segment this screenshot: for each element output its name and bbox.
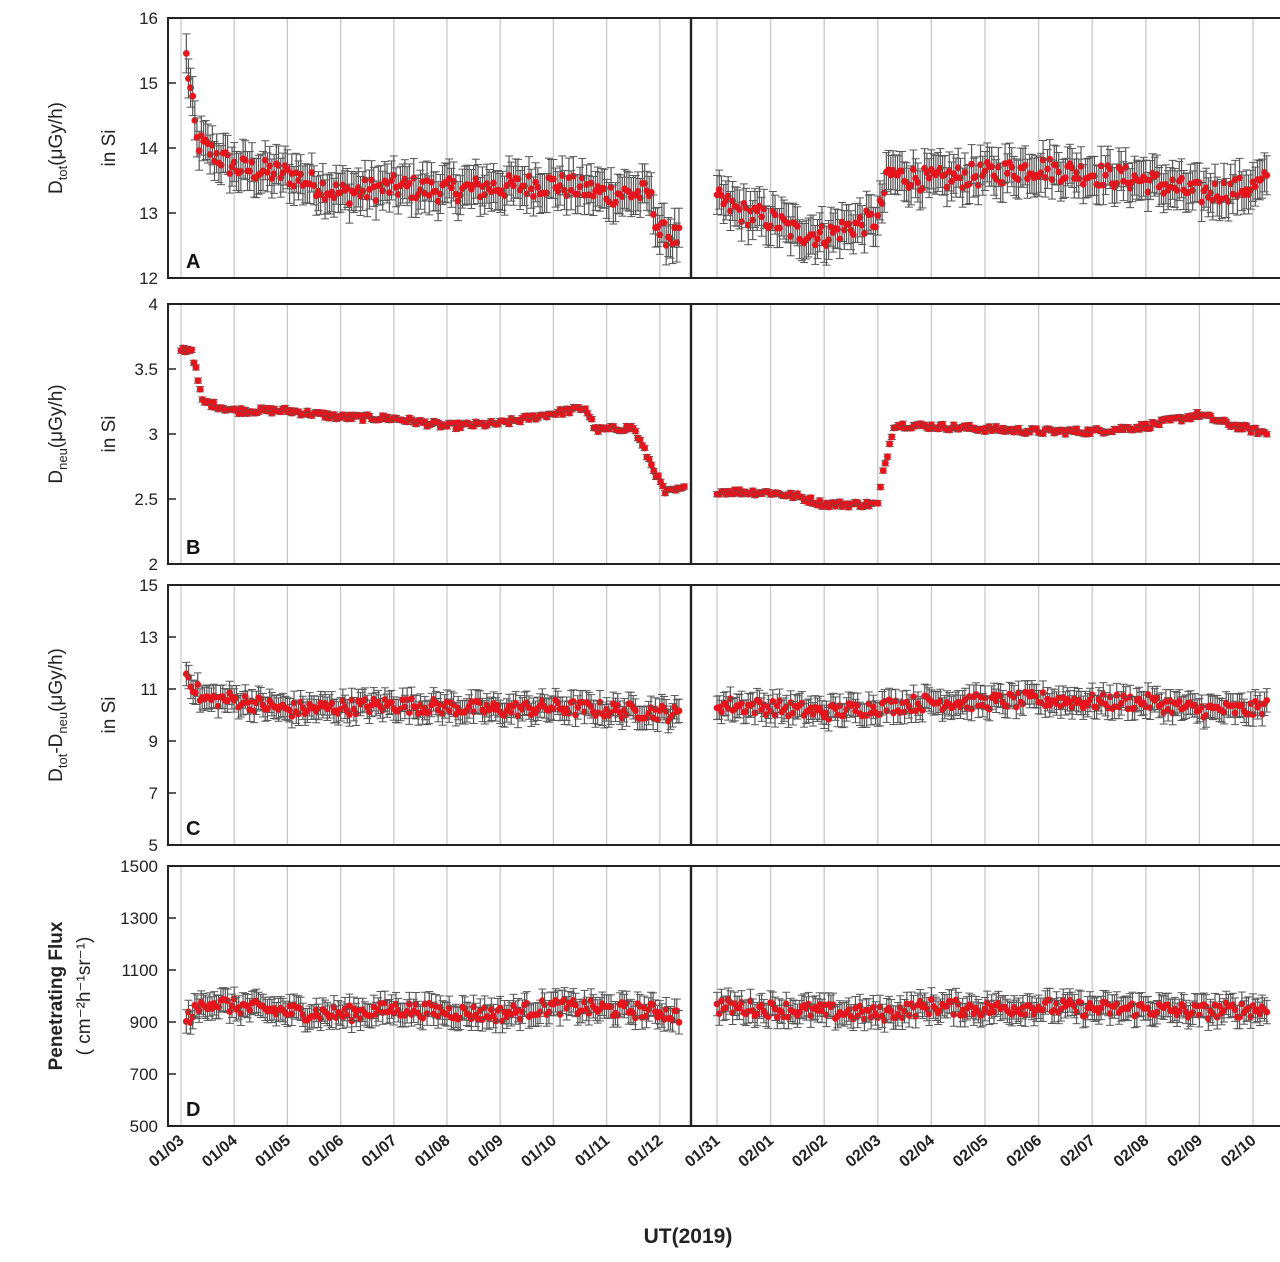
data-point: [888, 433, 896, 441]
series-february: [713, 139, 1271, 266]
data-point: [886, 440, 893, 448]
y-tick-label: 14: [139, 139, 158, 158]
data-point: [188, 346, 196, 354]
data-point: [359, 417, 367, 425]
data-point: [675, 224, 683, 232]
y-axis-title-part: (μGy/h): [46, 384, 67, 448]
data-point: [874, 499, 882, 507]
data-point: [632, 427, 639, 435]
data-point: [648, 461, 655, 469]
data-point: [192, 364, 200, 371]
y-tick-label: 4: [149, 295, 158, 314]
y-tick-label: 2.5: [134, 490, 158, 509]
series-january: [182, 33, 683, 266]
y-axis-title-part: (μGy/h): [46, 102, 67, 166]
data-point: [636, 436, 644, 444]
data-point: [194, 681, 202, 688]
data-point: [647, 188, 655, 196]
y-axis-title: Dtot(μGy/h) in Si: [46, 102, 120, 194]
series-january: [177, 344, 689, 497]
data-point: [346, 711, 353, 718]
data-point: [641, 444, 648, 452]
series-february: [713, 408, 1271, 511]
data-point: [194, 377, 202, 385]
data-point: [1263, 171, 1271, 179]
panel-frame: [167, 17, 1280, 279]
data-point: [884, 453, 891, 461]
data-point: [196, 385, 204, 393]
panel-letter: B: [186, 537, 200, 559]
y-tick-label: 12: [139, 269, 158, 288]
y-tick-label: 3.5: [134, 360, 158, 379]
y-tick-label: 3: [149, 425, 158, 444]
data-point: [879, 467, 887, 474]
y-axis-title-subscript: tot: [55, 165, 70, 180]
data-point: [881, 459, 889, 467]
panel-letter: A: [186, 251, 200, 273]
data-point: [675, 707, 683, 715]
y-axis-title-part: D: [46, 470, 67, 484]
series-january: [182, 661, 683, 734]
data-point: [660, 219, 668, 227]
data-point: [877, 483, 884, 491]
y-axis-title-part: D: [46, 180, 67, 194]
y-axis-title: Dneu(μGy/h) in Si: [46, 384, 120, 483]
data-point: [654, 472, 662, 480]
data-point: [189, 92, 197, 100]
y-axis-title-line2: in Si: [99, 130, 120, 167]
y-axis-title-line1: Dneu(μGy/h): [46, 384, 70, 483]
panel-b: 2 2.5 3 3.5 4 B Dneu(μGy/h) in Si: [46, 295, 1280, 574]
data-point: [680, 483, 688, 490]
data-point: [645, 455, 653, 463]
data-point: [182, 49, 190, 57]
data-point: [861, 230, 868, 237]
y-axis-title-subscript: neu: [55, 448, 70, 470]
data-point: [1263, 430, 1271, 438]
data-point: [807, 494, 815, 502]
y-tick-label: 16: [139, 9, 158, 28]
data-point: [588, 415, 596, 423]
y-axis-title-line1: Dtot(μGy/h): [46, 102, 70, 194]
panel-a: 12 13 14 15 16 A Dtot(μGy/h) in Si: [46, 9, 1280, 288]
y-tick-label: 15: [139, 74, 158, 93]
y-tick-label: 13: [139, 204, 158, 223]
series-february: [713, 680, 1271, 732]
y-axis-title-line2: in Si: [99, 416, 120, 453]
y-tick-label: 2: [149, 555, 158, 574]
data-point: [210, 398, 218, 406]
